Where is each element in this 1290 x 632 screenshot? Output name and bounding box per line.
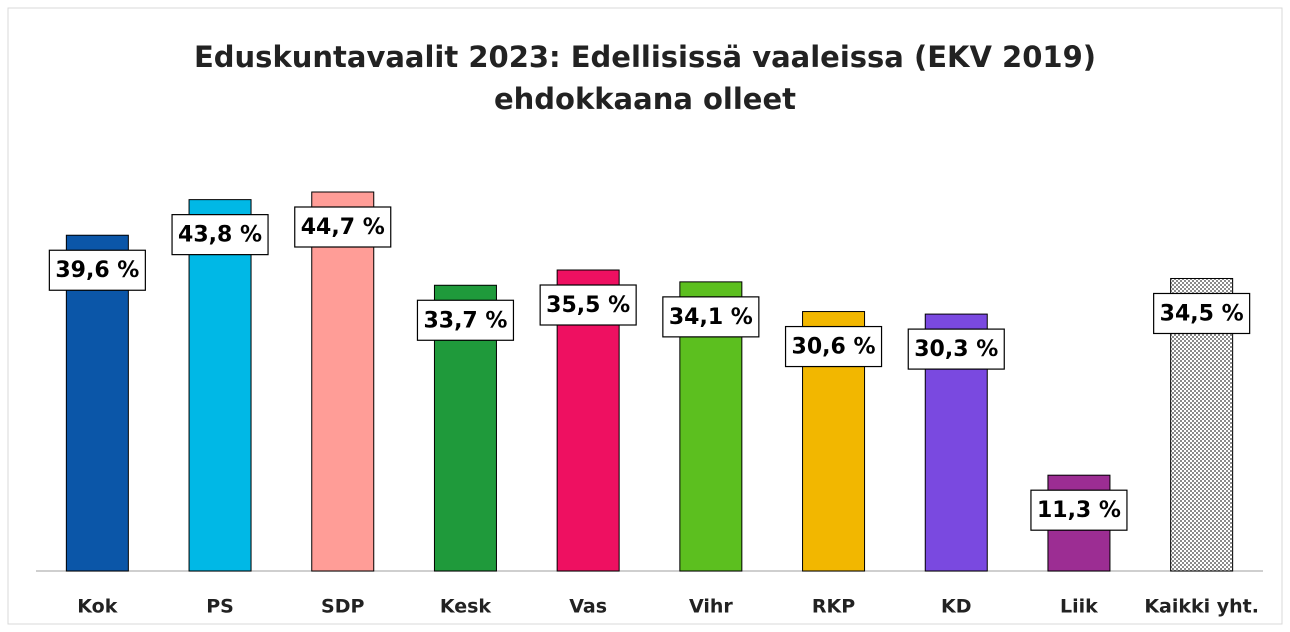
x-tick-label: Liik	[1060, 596, 1098, 618]
x-tick-label: Vihr	[689, 596, 733, 618]
x-tick-label: Kesk	[440, 596, 492, 618]
label-box	[907, 328, 1005, 370]
data-label: 35,5 %	[546, 293, 630, 318]
x-tick-label: Vas	[569, 596, 607, 618]
x-tick-label: SDP	[321, 596, 364, 618]
bar	[311, 191, 375, 572]
x-tick-label: RKP	[812, 596, 855, 618]
data-label: 11,3 %	[1037, 498, 1121, 523]
label-box	[1153, 292, 1251, 335]
data-label: 34,5 %	[1160, 301, 1244, 326]
label-box	[539, 284, 637, 326]
frame	[7, 7, 1283, 625]
data-label: 44,7 %	[301, 215, 385, 240]
data-label: 43,8 %	[178, 223, 262, 248]
chart-title: Eduskuntavaalit 2023: Edellisissä vaalei…	[193, 40, 1097, 116]
x-tick-label: Kaikki yht.	[1144, 596, 1259, 618]
label-box	[662, 296, 760, 338]
data-label: 30,6 %	[792, 335, 876, 360]
x-tick-label: KD	[941, 596, 972, 618]
data-label: 33,7 %	[423, 308, 507, 333]
x-tick-label: Kok	[77, 596, 117, 618]
data-label: 30,3 %	[914, 337, 998, 362]
label-box	[294, 206, 392, 248]
label-box	[171, 214, 269, 256]
x-tick-label: PS	[206, 596, 234, 618]
bar	[65, 234, 129, 572]
label-box	[48, 249, 146, 291]
data-label: 34,1 %	[669, 305, 753, 330]
bar	[188, 199, 252, 572]
label-box	[416, 299, 515, 341]
label-box	[1030, 489, 1128, 531]
data-label: 39,6 %	[55, 258, 139, 283]
label-box	[784, 325, 883, 368]
